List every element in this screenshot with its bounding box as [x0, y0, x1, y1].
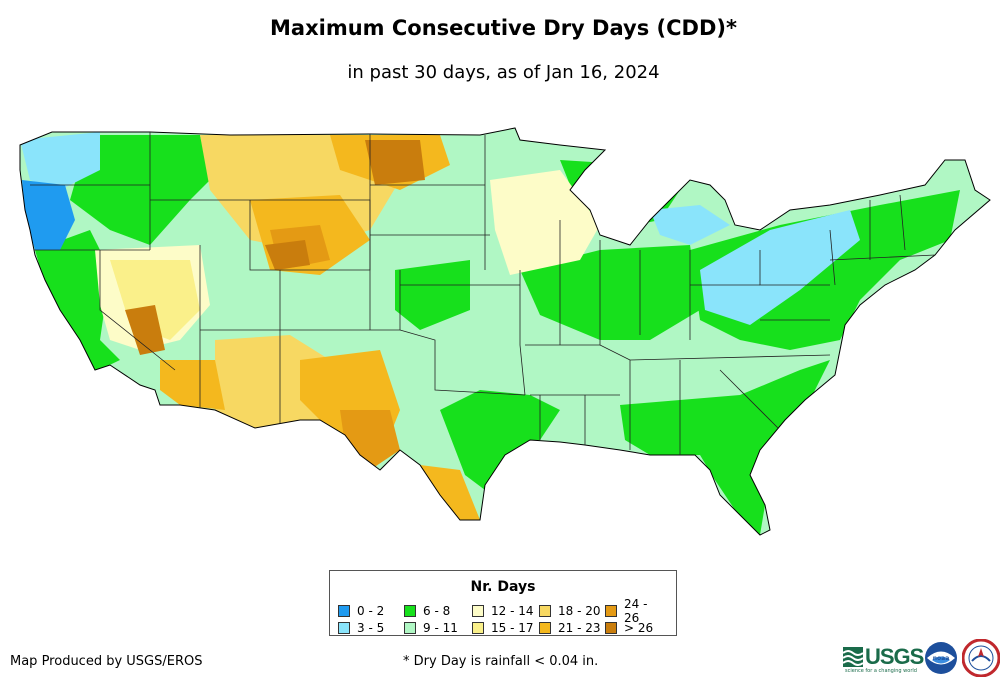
legend-item: 6 - 8: [404, 602, 472, 619]
legend-swatch: [605, 621, 617, 634]
map-credit: Map Produced by USGS/EROS: [10, 654, 203, 669]
zone-6-8-texas-east: [440, 390, 560, 490]
legend-swatch: [539, 621, 551, 634]
legend-label: 3 - 5: [357, 620, 385, 635]
zone-21-23-south-texas: [420, 465, 480, 520]
legend-swatch: [338, 621, 350, 634]
legend-swatch: [404, 621, 416, 634]
legend-title: Nr. Days: [470, 579, 536, 595]
usgs-logo-text: USGS: [865, 644, 924, 669]
legend-item: 0 - 2: [338, 602, 404, 619]
nws-logo-icon: [962, 639, 1000, 677]
zone-0-2-oregon-coast: [22, 180, 75, 250]
legend-grid: 0 - 2 6 - 8 12 - 14 18 - 20 24 - 26 3 - …: [338, 597, 665, 636]
legend-label: 15 - 17: [491, 620, 534, 635]
zone-6-8-southeast: [620, 360, 830, 535]
legend-label: 21 - 23: [558, 620, 601, 635]
map-title: Maximum Consecutive Dry Days (CDD)*: [270, 16, 737, 40]
us-dry-days-map: [19, 127, 991, 536]
legend-item: 3 - 5: [338, 619, 404, 636]
legend-swatch: [404, 604, 416, 617]
legend-label: 9 - 11: [423, 620, 458, 635]
legend-label: 12 - 14: [491, 603, 534, 618]
legend-item: > 26: [605, 619, 665, 636]
zone-18-20-southwest: [215, 335, 330, 428]
zone-21-23-arizona: [160, 360, 225, 410]
map-subtitle: in past 30 days, as of Jan 16, 2024: [347, 62, 660, 83]
legend-label: 0 - 2: [357, 603, 385, 618]
dry-day-footnote: * Dry Day is rainfall < 0.04 in.: [403, 654, 599, 669]
legend-label: 18 - 20: [558, 603, 601, 618]
noaa-logo-text: noaa: [933, 655, 950, 662]
legend-label: 6 - 8: [423, 603, 451, 618]
legend-swatch: [472, 621, 484, 634]
legend-swatch: [605, 604, 617, 617]
zone-3-5-michigan: [650, 205, 730, 245]
zone-3-5-washington: [20, 132, 100, 190]
legend-label: 24 - 26: [624, 596, 648, 625]
noaa-logo-icon: noaa: [925, 642, 957, 674]
legend-item: 9 - 11: [404, 619, 472, 636]
zone-over-26-colorado: [265, 240, 310, 270]
legend-swatch: [472, 604, 484, 617]
zone-over-26-montana: [365, 140, 425, 185]
legend-item: 18 - 20: [539, 602, 605, 619]
zone-6-8-dakotas: [395, 260, 470, 330]
legend: Nr. Days 0 - 2 6 - 8 12 - 14 18 - 20 24 …: [329, 570, 677, 636]
legend-swatch: [539, 604, 551, 617]
legend-item: 12 - 14: [472, 602, 539, 619]
legend-label: > 26: [624, 620, 654, 635]
legend-item: 15 - 17: [472, 619, 539, 636]
conus-outline: [19, 127, 991, 536]
legend-item: 21 - 23: [539, 619, 605, 636]
zone-6-8-midwest: [520, 245, 700, 340]
legend-swatch: [338, 604, 350, 617]
usgs-tagline: science for a changing world: [845, 668, 917, 674]
zone-12-14-upper-midwest: [490, 170, 600, 275]
zone-3-5-appalachia: [700, 210, 860, 325]
zone-6-8-idaho: [70, 135, 210, 245]
usgs-logo: USGS: [843, 644, 924, 670]
usgs-wave-icon: [843, 647, 863, 667]
zone-over-26-mojave: [125, 305, 165, 355]
legend-item: 24 - 26: [605, 597, 665, 625]
state-boundaries: [30, 132, 936, 455]
